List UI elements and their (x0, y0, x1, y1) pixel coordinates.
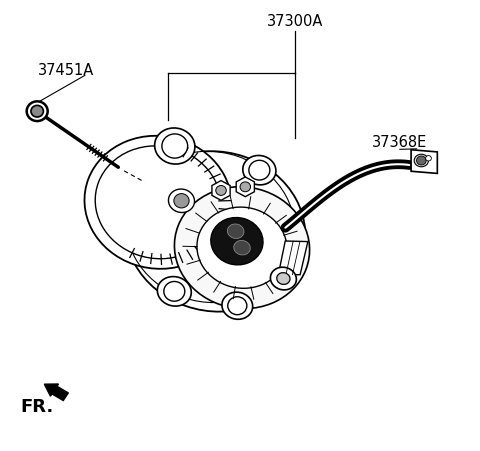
Ellipse shape (243, 156, 276, 185)
Text: 37368E: 37368E (372, 135, 428, 150)
Ellipse shape (197, 207, 287, 288)
Circle shape (27, 101, 48, 121)
Circle shape (216, 185, 226, 195)
Circle shape (417, 156, 426, 165)
Circle shape (164, 281, 185, 301)
Circle shape (426, 156, 432, 161)
Polygon shape (212, 180, 230, 200)
Ellipse shape (84, 136, 231, 269)
Text: FR.: FR. (21, 398, 54, 416)
Text: 37300A: 37300A (267, 14, 323, 29)
Circle shape (174, 193, 189, 208)
Ellipse shape (211, 217, 263, 265)
Ellipse shape (155, 128, 195, 164)
Polygon shape (236, 177, 254, 197)
Polygon shape (278, 241, 308, 275)
Polygon shape (411, 150, 437, 174)
Ellipse shape (125, 151, 305, 312)
Circle shape (249, 160, 270, 180)
FancyArrow shape (44, 384, 68, 400)
Ellipse shape (174, 187, 310, 308)
Ellipse shape (228, 224, 244, 239)
Ellipse shape (234, 240, 250, 255)
Circle shape (31, 106, 43, 117)
Ellipse shape (414, 154, 429, 167)
Ellipse shape (157, 276, 192, 306)
Ellipse shape (277, 273, 290, 285)
Circle shape (240, 182, 251, 192)
Ellipse shape (168, 189, 194, 212)
Ellipse shape (270, 267, 296, 290)
Ellipse shape (222, 292, 252, 319)
Circle shape (162, 134, 188, 158)
Ellipse shape (95, 146, 221, 259)
Circle shape (228, 297, 247, 315)
Text: 37451A: 37451A (38, 63, 94, 78)
